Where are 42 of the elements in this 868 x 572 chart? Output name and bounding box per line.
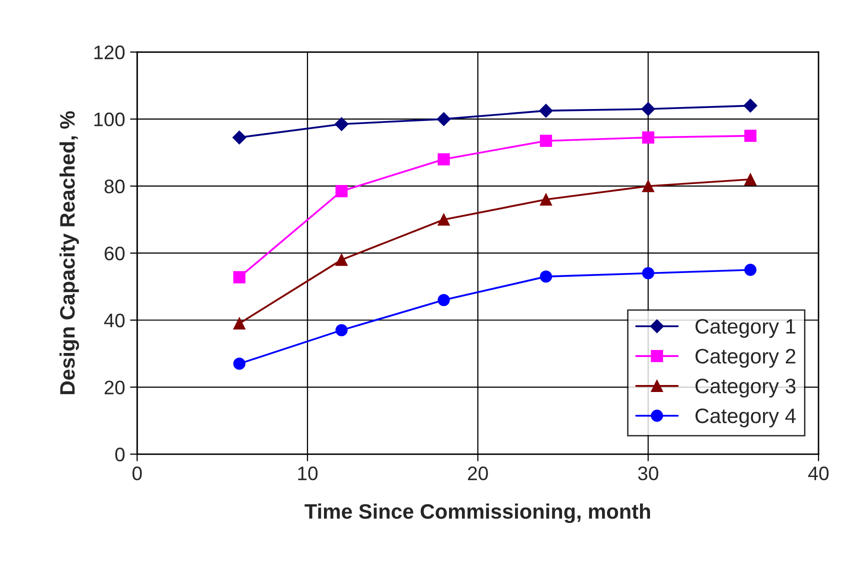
y-tick-label: 100 <box>94 112 125 126</box>
legend-label: Category 2 <box>696 348 796 368</box>
point <box>233 358 246 370</box>
point <box>540 134 552 147</box>
y-tick-label: 20 <box>104 380 125 394</box>
point <box>438 153 450 166</box>
point <box>334 117 348 131</box>
point <box>335 254 348 266</box>
x-tick-label: 30 <box>638 466 658 480</box>
point <box>539 104 553 118</box>
point <box>642 180 654 192</box>
point <box>540 193 552 206</box>
point <box>641 102 656 116</box>
point <box>744 130 756 142</box>
point <box>233 317 246 330</box>
x-tick-label: 40 <box>808 466 829 480</box>
point <box>743 98 758 113</box>
x-tick-label: 0 <box>132 466 142 480</box>
x-tick-label: 10 <box>298 466 318 480</box>
x-axis-title: Time Since Commissioning, month <box>304 504 650 524</box>
legend-label: Category 3 <box>696 378 796 398</box>
legend-label: Category 4 <box>696 408 796 428</box>
point <box>540 270 552 283</box>
point <box>436 112 451 126</box>
legend-label: Category 1 <box>696 318 796 338</box>
y-tick-label: 120 <box>94 46 125 60</box>
point <box>642 267 654 280</box>
y-tick-label: 60 <box>104 246 125 260</box>
y-tick-label: 40 <box>104 314 125 328</box>
point <box>438 214 450 226</box>
point <box>642 131 654 144</box>
x-tick-label: 20 <box>468 466 488 480</box>
point <box>744 173 756 186</box>
point <box>335 324 348 336</box>
y-axis-title: Design Capacity Reached, % <box>60 111 80 394</box>
point <box>233 271 246 284</box>
point <box>335 185 348 198</box>
y-tick-label: 0 <box>115 448 125 462</box>
point <box>438 294 450 306</box>
point <box>744 264 756 276</box>
point <box>232 130 246 144</box>
y-tick-label: 80 <box>104 180 125 194</box>
